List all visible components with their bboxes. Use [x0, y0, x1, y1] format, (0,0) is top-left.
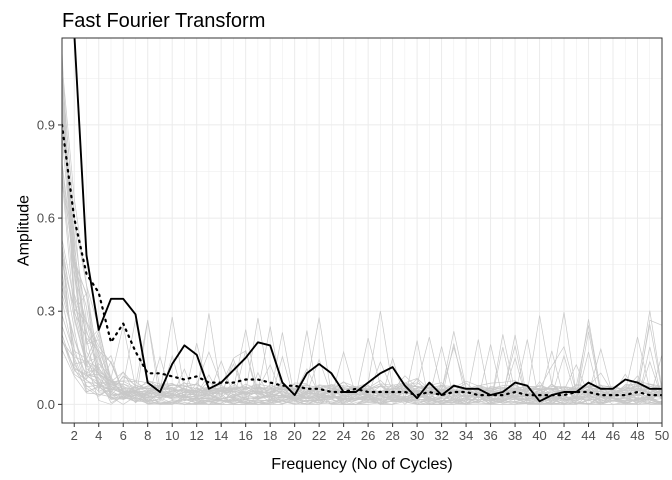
- highlight-series-line: [73, 38, 662, 403]
- background-series-line: [62, 115, 662, 398]
- x-tick-label: 40: [532, 428, 546, 443]
- x-tick-label: 42: [557, 428, 571, 443]
- background-series-line: [62, 86, 662, 400]
- x-tick-label: 44: [581, 428, 595, 443]
- background-series-line: [62, 90, 662, 403]
- x-tick-label: 38: [508, 428, 522, 443]
- background-series-line: [62, 71, 662, 402]
- mean-series-line-dotted: [62, 123, 662, 397]
- x-tick-label: 6: [120, 428, 127, 443]
- x-tick-label: 24: [336, 428, 350, 443]
- x-tick-label: 12: [189, 428, 203, 443]
- y-tick-label: 0.6: [37, 211, 55, 226]
- background-series-line: [62, 118, 662, 405]
- background-series-line: [62, 50, 662, 405]
- x-tick-label: 26: [361, 428, 375, 443]
- background-series-line: [62, 80, 662, 402]
- x-tick-label: 30: [410, 428, 424, 443]
- x-tick-label: 28: [385, 428, 399, 443]
- x-axis: 2 4 6 8 10 12 14 16 18 20 22 24 26 28 30 32 34 36 38 40 42 44…: [71, 423, 669, 443]
- x-tick-label: 32: [434, 428, 448, 443]
- x-tick-label: 36: [483, 428, 497, 443]
- background-series-line: [62, 239, 662, 405]
- x-tick-label: 8: [144, 428, 151, 443]
- x-tick-label: 34: [459, 428, 473, 443]
- x-tick-label: 18: [263, 428, 277, 443]
- y-tick-label: 0.0: [37, 397, 55, 412]
- x-tick-label: 22: [312, 428, 326, 443]
- background-series-line: [62, 315, 662, 393]
- background-series-line: [62, 178, 662, 405]
- y-axis: 0.0 0.3 0.6 0.9: [37, 117, 62, 412]
- background-series-line: [62, 82, 662, 400]
- x-tick-label: 48: [630, 428, 644, 443]
- background-series-line: [62, 162, 662, 398]
- background-series-group: [62, 50, 662, 406]
- highlight-series-group: [62, 38, 662, 403]
- background-series-line: [62, 172, 662, 398]
- background-series-line: [62, 97, 662, 403]
- y-axis-title: Amplitude: [16, 195, 33, 266]
- background-series-line: [62, 260, 662, 399]
- x-tick-label: 50: [655, 428, 669, 443]
- background-series-line: [62, 91, 662, 405]
- y-tick-label: 0.9: [37, 117, 55, 132]
- panel-border: [61, 37, 663, 424]
- background-series-line: [62, 78, 662, 405]
- background-series-line: [62, 107, 662, 406]
- background-series-line: [62, 90, 662, 398]
- x-tick-label: 16: [238, 428, 252, 443]
- x-tick-label: 4: [95, 428, 102, 443]
- x-axis-title: Frequency (No of Cycles): [271, 456, 452, 473]
- background-series-line: [62, 294, 662, 399]
- x-tick-label: 20: [287, 428, 301, 443]
- x-tick-label: 2: [71, 428, 78, 443]
- background-series-line: [62, 254, 662, 401]
- background-series-line: [62, 93, 662, 400]
- x-tick-label: 14: [214, 428, 228, 443]
- x-tick-label: 10: [165, 428, 179, 443]
- background-series-line: [62, 254, 662, 402]
- chart-title: Fast Fourier Transform: [62, 10, 265, 32]
- y-tick-label: 0.3: [37, 304, 55, 319]
- background-series-line: [62, 177, 662, 405]
- background-series-line: [62, 134, 662, 405]
- x-tick-label: 46: [606, 428, 620, 443]
